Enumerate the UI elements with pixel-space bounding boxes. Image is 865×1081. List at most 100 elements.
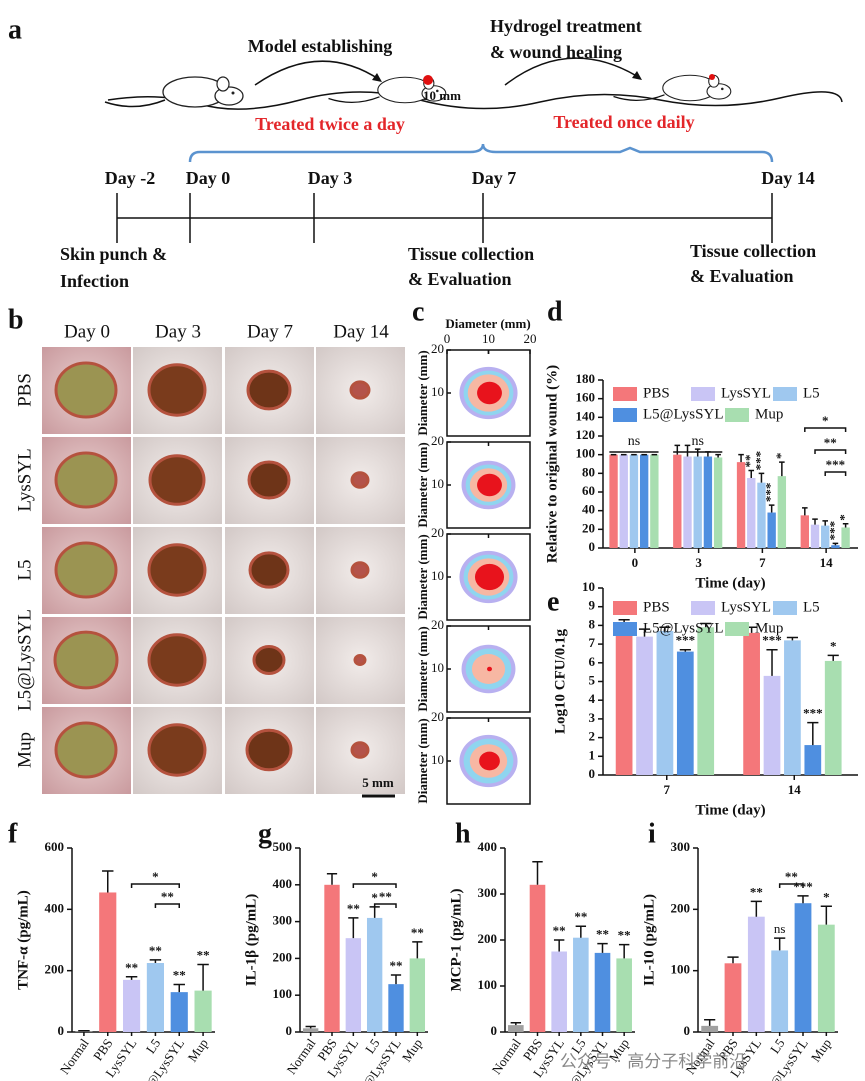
y-tick-label: 400 <box>478 839 498 854</box>
day-label: Day 7 <box>472 168 517 188</box>
y-tick-label: 40 <box>582 502 595 517</box>
error-bar <box>390 974 402 985</box>
row-label: L5 <box>14 559 35 580</box>
bar <box>724 963 742 1032</box>
x-axis-label: Diameter (mm) <box>445 316 530 331</box>
y-tick-label: 0 <box>589 766 596 781</box>
y-axis-label: Log10 CFU/0.1g <box>552 629 568 735</box>
error-bar <box>326 873 338 885</box>
mouse-eye <box>721 87 724 91</box>
legend-label: LysSYL <box>721 385 771 401</box>
bar <box>800 515 809 548</box>
significance-bracket <box>154 903 180 908</box>
significance-label: ** <box>596 927 609 942</box>
y-axis-label: Diameter (mm) <box>415 534 430 619</box>
x-axis-label: Time (day) <box>695 802 765 818</box>
error-bar <box>149 959 162 963</box>
y-tick-label: 8 <box>589 616 596 631</box>
significance-label: ** <box>125 960 138 975</box>
bar <box>594 952 611 1032</box>
x-tick-label: Normal <box>283 1036 318 1077</box>
bar <box>194 990 212 1032</box>
error-bar <box>532 861 543 885</box>
mouse-tail <box>613 94 665 101</box>
y-tick-label: 160 <box>576 390 596 405</box>
error-bar <box>412 941 423 959</box>
wound <box>147 363 207 417</box>
legend-swatch <box>613 387 637 401</box>
legend-label: L5@LysSYL <box>643 406 724 422</box>
bar <box>743 632 760 775</box>
wound <box>147 543 207 597</box>
panel-letter: c <box>412 296 424 327</box>
error-bar <box>748 469 755 478</box>
error-bar <box>700 622 712 628</box>
y-tick-label: 10 <box>582 579 595 594</box>
phase-label: Treated twice a day <box>255 114 405 134</box>
y-tick-label: 0 <box>286 1023 293 1038</box>
error-bar <box>779 461 785 477</box>
bar <box>794 903 812 1032</box>
mouse-eye <box>231 91 235 95</box>
arrowhead <box>632 71 642 80</box>
y-tick-label: 9 <box>589 598 596 613</box>
bar <box>366 917 383 1032</box>
x-tick-label: 0 <box>444 331 451 346</box>
x-tick-label: Mup <box>399 1036 425 1065</box>
significance-bracket <box>804 427 847 432</box>
bar <box>747 478 756 548</box>
x-tick-label: 7 <box>664 782 671 797</box>
legend-swatch <box>773 601 797 615</box>
significance-label: ** <box>390 958 403 973</box>
event-label: Skin punch & <box>60 244 167 264</box>
error-bar <box>348 917 359 939</box>
error-bar <box>750 900 762 917</box>
error-bar <box>842 522 849 528</box>
y-tick-label: 0 <box>589 539 596 554</box>
bar <box>99 892 117 1032</box>
bar <box>703 456 713 548</box>
phase-label: Treated once daily <box>553 112 694 132</box>
bar <box>650 454 659 548</box>
significance-label: * <box>822 413 829 428</box>
wound <box>54 541 118 599</box>
bar <box>777 476 787 548</box>
y-tick-label: 600 <box>45 839 65 854</box>
step-label: Hydrogel treatment <box>490 16 642 36</box>
y-axis-label: IL-10 (pg/mL) <box>641 894 657 986</box>
wound <box>248 551 290 589</box>
error-bar <box>774 937 786 951</box>
wound <box>353 654 367 666</box>
error-bar <box>369 906 380 918</box>
significance-bracket <box>130 883 180 888</box>
row-label: Mup <box>14 732 35 768</box>
group-label: ns <box>691 434 703 449</box>
y-axis-label: Diameter (mm) <box>415 350 430 435</box>
error-bar <box>638 628 651 637</box>
x-tick-label: L5 <box>362 1036 383 1056</box>
group-label: ns <box>628 434 640 449</box>
bar <box>616 958 632 1032</box>
significance-label: ** <box>161 889 174 904</box>
error-bar <box>797 895 809 904</box>
x-tick-label: Mup <box>808 1036 834 1065</box>
bar <box>302 1028 319 1032</box>
y-tick-label: 4 <box>589 691 596 706</box>
significance-label: *** <box>803 706 823 721</box>
ground-line <box>107 91 843 110</box>
bar <box>170 992 188 1032</box>
bar <box>551 951 567 1032</box>
wound <box>54 721 118 779</box>
step-label: Model establishing <box>248 36 393 56</box>
y-tick-label: 100 <box>273 986 293 1001</box>
error-bar <box>768 504 775 513</box>
error-bar <box>197 963 209 991</box>
bar <box>713 457 723 548</box>
significance-label: * <box>830 638 837 653</box>
arrow <box>504 57 641 86</box>
wound <box>147 723 207 777</box>
x-tick-label: 10 <box>482 331 495 346</box>
y-tick-label: 100 <box>671 962 691 977</box>
error-bar <box>597 942 608 953</box>
